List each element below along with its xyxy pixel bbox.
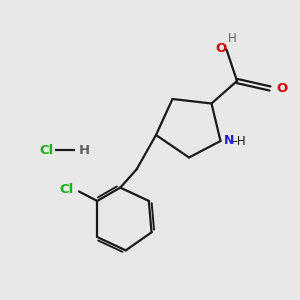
Text: O: O [276,82,287,95]
Text: N: N [224,134,234,148]
Text: –H: –H [232,135,246,148]
Text: O: O [215,41,227,55]
Text: Cl: Cl [40,143,54,157]
Text: Cl: Cl [59,184,74,196]
Text: H: H [79,143,90,157]
Text: H: H [227,32,236,45]
